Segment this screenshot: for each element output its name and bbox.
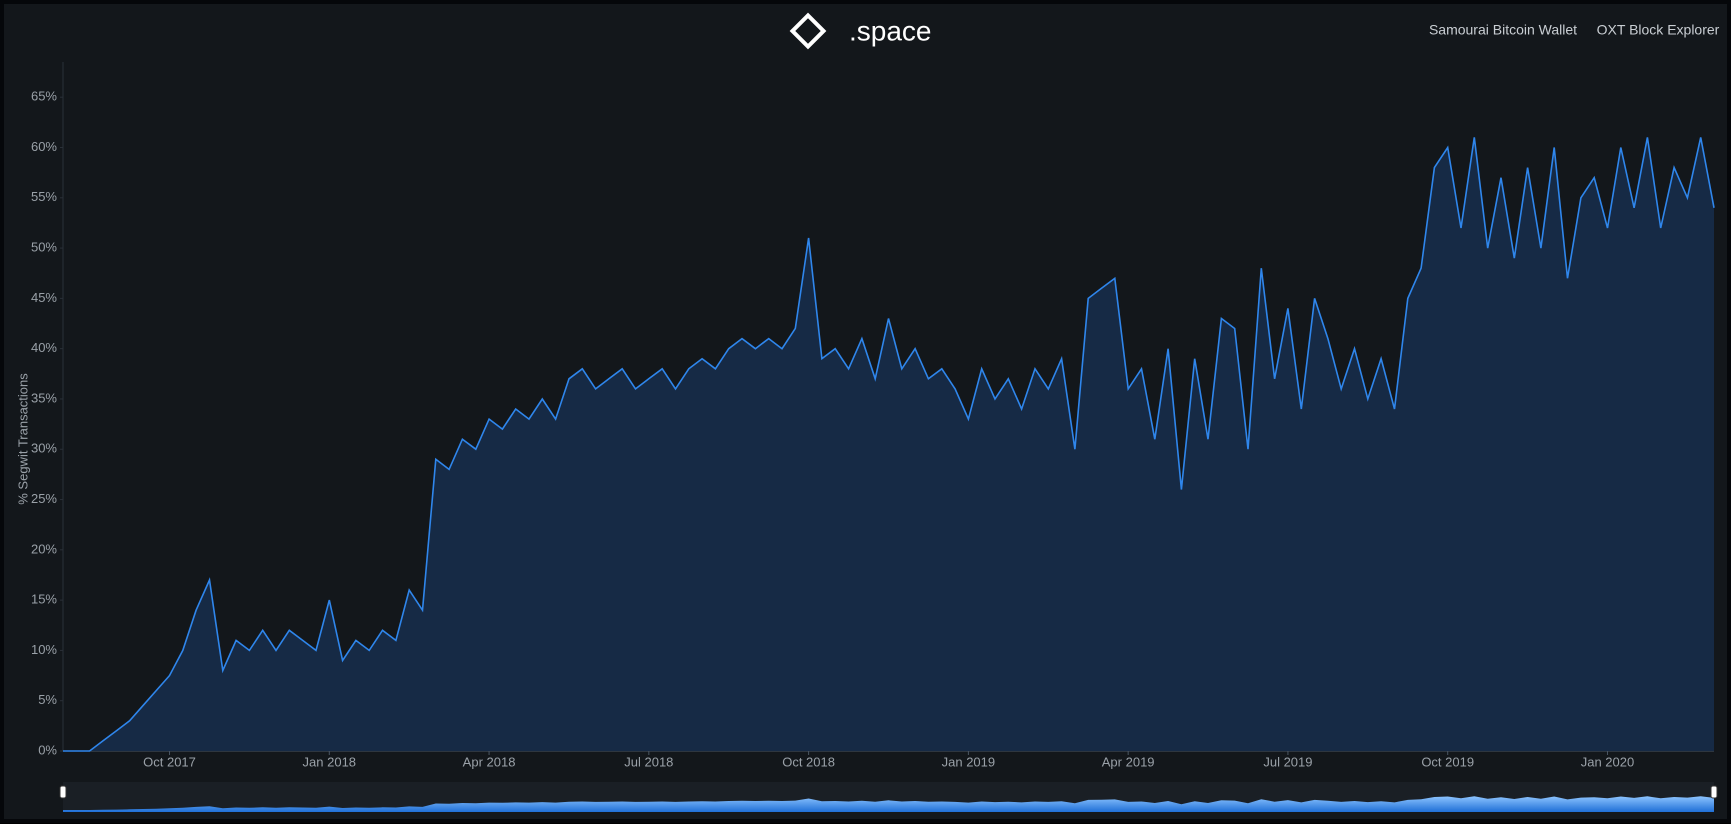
y-tick-label: 10% — [31, 642, 57, 657]
y-tick-label: 5% — [38, 692, 57, 707]
x-tick-label: Oct 2018 — [782, 754, 835, 769]
navigator-area — [63, 796, 1714, 812]
y-tick-label: 65% — [31, 89, 57, 104]
area-fill — [63, 137, 1714, 751]
navigator-handle[interactable] — [59, 785, 67, 799]
y-tick-label: 40% — [31, 340, 57, 355]
y-tick-label: 60% — [31, 139, 57, 154]
x-tick-label: Jul 2019 — [1263, 754, 1312, 769]
x-tick-label: Apr 2018 — [463, 754, 516, 769]
y-axis-title: % Segwit Transactions — [15, 373, 30, 505]
y-tick-label: 0% — [38, 742, 57, 757]
nav-link[interactable]: Samourai Bitcoin Wallet — [1429, 22, 1577, 38]
y-tick-label: 35% — [31, 390, 57, 405]
x-tick-label: Oct 2019 — [1421, 754, 1474, 769]
y-tick-label: 50% — [31, 240, 57, 255]
logo[interactable]: .space — [789, 12, 932, 50]
y-tick-label: 30% — [31, 441, 57, 456]
y-tick-label: 20% — [31, 541, 57, 556]
x-tick-label: Jul 2018 — [624, 754, 673, 769]
x-tick-label: Oct 2017 — [143, 754, 196, 769]
y-tick-label: 55% — [31, 189, 57, 204]
x-tick-label: Apr 2019 — [1102, 754, 1155, 769]
chart: .space Samourai Bitcoin Wallet OXT Block… — [15, 12, 1720, 812]
y-tick-label: 25% — [31, 491, 57, 506]
navigator-handle[interactable] — [1710, 785, 1718, 799]
y-tick-label: 15% — [31, 592, 57, 607]
line — [63, 137, 1715, 752]
y-tick-label: 45% — [31, 290, 57, 305]
x-tick-label: Jan 2019 — [942, 754, 996, 769]
nav-link[interactable]: OXT Block Explorer — [1597, 22, 1720, 38]
logo-text[interactable]: .space — [849, 15, 932, 46]
x-tick-label: Jan 2020 — [1581, 754, 1635, 769]
x-tick-label: Jan 2018 — [303, 754, 357, 769]
